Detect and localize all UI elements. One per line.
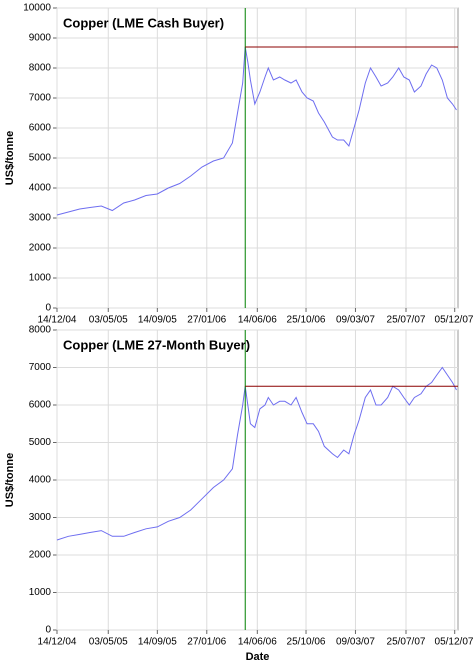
- x-tick-label: 14/12/04: [38, 637, 77, 648]
- x-tick-label: 09/03/07: [336, 637, 375, 648]
- y-tick-label: 2000: [29, 243, 52, 254]
- y-tick-label: 4000: [29, 475, 52, 486]
- y-tick-label: 0: [45, 625, 51, 636]
- data-line: [56, 366, 457, 541]
- x-tick-label: 05/12/07: [435, 315, 474, 326]
- x-tick-label: 14/12/04: [38, 315, 77, 326]
- y-tick-label: 1000: [29, 273, 52, 284]
- x-axis-label: Date: [246, 651, 270, 663]
- y-tick-label: 5000: [29, 437, 52, 448]
- x-tick-label: 25/10/06: [287, 637, 326, 648]
- y-tick-label: 7000: [29, 93, 52, 104]
- x-tick-label: 27/01/06: [187, 315, 226, 326]
- x-tick-label: 03/05/05: [89, 637, 128, 648]
- y-tick-label: 3000: [29, 512, 52, 523]
- y-tick-label: 7000: [29, 362, 52, 373]
- x-tick-label: 25/10/06: [287, 315, 326, 326]
- y-tick-label: 5000: [29, 153, 52, 164]
- x-tick-label: 03/05/05: [89, 315, 128, 326]
- y-tick-label: 1000: [29, 587, 52, 598]
- x-tick-label: 09/03/07: [336, 315, 375, 326]
- x-tick-label: 27/01/06: [187, 637, 226, 648]
- y-tick-label: 6000: [29, 123, 52, 134]
- y-tick-label: 8000: [29, 325, 52, 336]
- y-tick-label: 0: [45, 303, 51, 314]
- x-tick-label: 25/07/07: [387, 637, 426, 648]
- y-axis-label: US$/tonne: [4, 131, 16, 185]
- y-tick-label: 3000: [29, 213, 52, 224]
- chart-title: Copper (LME Cash Buyer): [63, 15, 224, 30]
- x-tick-label: 05/12/07: [435, 637, 474, 648]
- x-tick-label: 25/07/07: [387, 315, 426, 326]
- x-tick-label: 14/06/06: [238, 637, 277, 648]
- x-tick-label: 14/09/05: [138, 637, 177, 648]
- y-tick-label: 8000: [29, 63, 52, 74]
- y-axis-label: US$/tonne: [4, 453, 16, 507]
- x-tick-label: 14/09/05: [138, 315, 177, 326]
- y-tick-label: 4000: [29, 183, 52, 194]
- data-line: [56, 46, 457, 216]
- chart-title: Copper (LME 27-Month Buyer): [63, 337, 250, 352]
- x-tick-label: 14/06/06: [238, 315, 277, 326]
- y-tick-label: 10000: [23, 3, 51, 14]
- y-tick-label: 9000: [29, 33, 52, 44]
- y-tick-label: 6000: [29, 400, 52, 411]
- y-tick-label: 2000: [29, 550, 52, 561]
